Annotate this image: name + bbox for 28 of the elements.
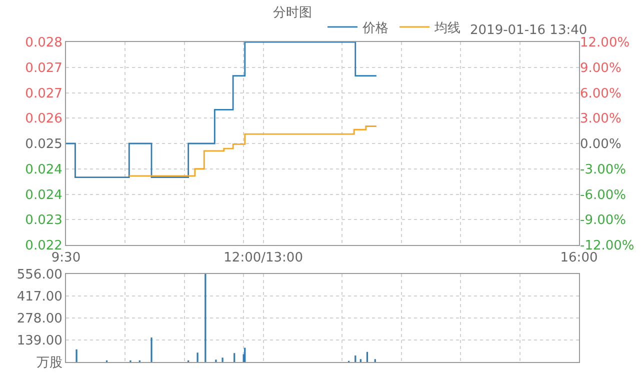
y-tick-label: 0.027	[25, 60, 62, 76]
y-tick-label: 0.024	[25, 162, 62, 178]
y-tick-label: 278.00	[16, 312, 62, 327]
chart-title: 分时图	[273, 6, 312, 21]
x-tick-label: 16:00	[560, 250, 598, 266]
y-tick-label: 万股	[36, 356, 62, 371]
x-tick-label: 9:30	[51, 250, 81, 266]
legend-label: 均线	[434, 21, 460, 36]
x-tick-label: 12:00/13:00	[224, 250, 303, 266]
y-tick-label: 0.025	[25, 137, 62, 152]
y-tick-label: 0.024	[25, 188, 62, 203]
y-tick-label: 556.00	[16, 268, 62, 283]
text: 2019-01-16 13:40	[470, 23, 588, 38]
y-tick-label: 139.00	[16, 334, 62, 349]
y2-tick-label: -6.00%	[580, 188, 626, 203]
y2-tick-label: -9.00%	[580, 213, 626, 228]
legend-label: 价格	[362, 21, 388, 36]
y-tick-label: 0.026	[25, 112, 62, 127]
y2-tick-label: 0.00%	[580, 137, 622, 152]
y-tick-label: 0.028	[25, 36, 62, 51]
y2-tick-label: -3.00%	[580, 162, 626, 178]
y2-tick-label: 6.00%	[580, 86, 622, 102]
y2-tick-label: 12.00%	[580, 36, 630, 51]
y-tick-label: 0.023	[25, 213, 62, 228]
y2-tick-label: 9.00%	[580, 60, 622, 76]
y-tick-label: 0.027	[25, 86, 62, 102]
y2-tick-label: 3.00%	[580, 112, 622, 127]
y-tick-label: 417.00	[16, 290, 62, 305]
